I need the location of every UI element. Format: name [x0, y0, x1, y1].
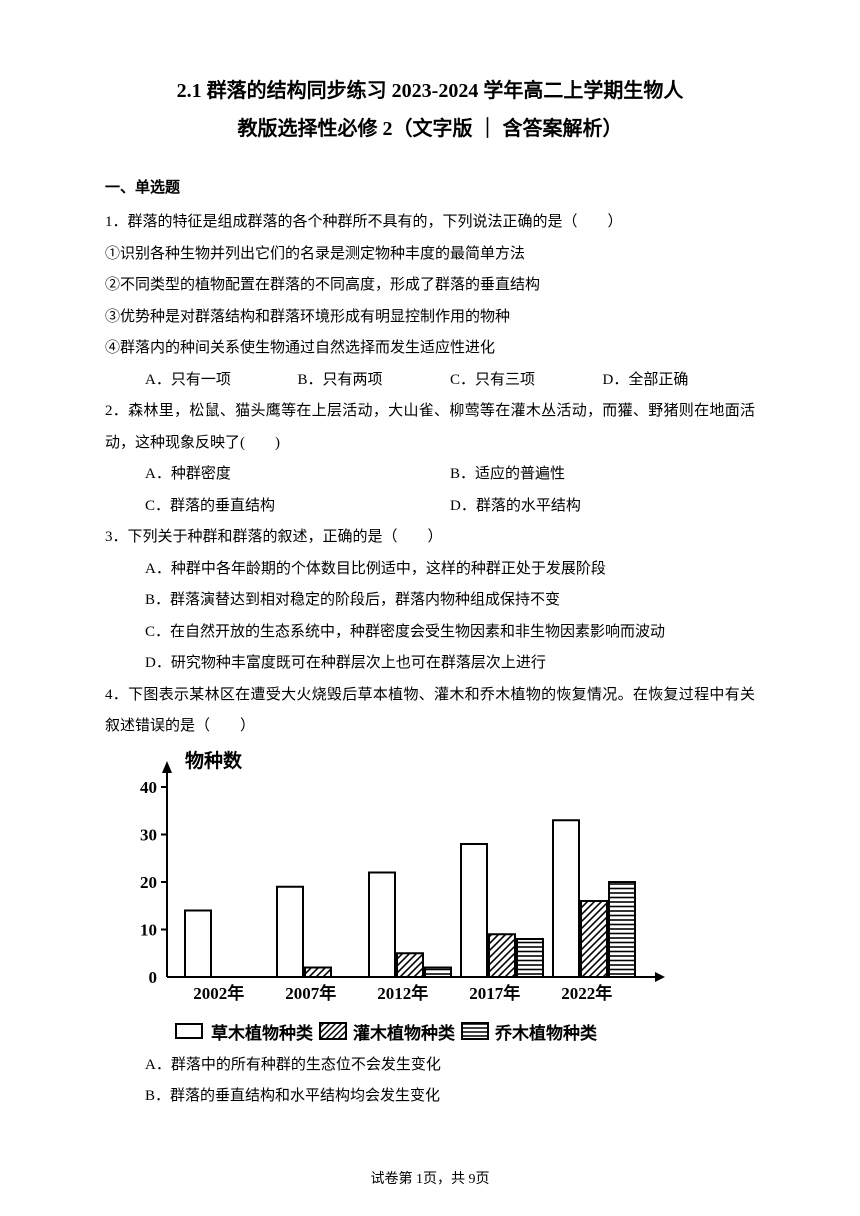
- q2-option-a: A．种群密度: [145, 459, 450, 491]
- q2-options-row2: C．群落的垂直结构 D．群落的水平结构: [105, 491, 755, 523]
- legend-swatch-horizontal: [461, 1022, 489, 1040]
- q4-option-a: A．群落中的所有种群的生态位不会发生变化: [145, 1050, 755, 1082]
- q1-option-c: C．只有三项: [450, 365, 603, 397]
- q2-stem: 2．森林里，松鼠、猫头鹰等在上层活动，大山雀、柳莺等在灌木丛活动，而獾、野猪则在…: [105, 396, 755, 459]
- svg-text:物种数: 物种数: [185, 749, 243, 772]
- svg-text:2022年: 2022年: [561, 983, 612, 1003]
- q1-option-d: D．全部正确: [603, 365, 756, 397]
- q2-option-c: C．群落的垂直结构: [145, 491, 450, 523]
- q1-sub2: ②不同类型的植物配置在群落的不同高度，形成了群落的垂直结构: [105, 270, 755, 302]
- section-heading: 一、单选题: [105, 176, 755, 197]
- svg-text:40: 40: [140, 778, 157, 797]
- legend-label-1: 草木植物种类: [211, 1019, 313, 1044]
- q4-chart: 0 10 20 30 40 物种数 2002年 2007年 2012年 2017年 2022年: [105, 747, 665, 1017]
- svg-text:30: 30: [140, 825, 157, 844]
- q1-option-b: B．只有两项: [298, 365, 451, 397]
- document-title: 2.1 群落的结构同步练习 2023-2024 学年高二上学期生物人 教版选择性…: [105, 72, 755, 148]
- q1-stem: 1．群落的特征是组成群落的各个种群所不具有的，下列说法正确的是（ ）: [105, 207, 755, 239]
- title-line-1: 2.1 群落的结构同步练习 2023-2024 学年高二上学期生物人: [105, 72, 755, 110]
- q3-option-a: A．种群中各年龄期的个体数目比例适中，这样的种群正处于发展阶段: [145, 554, 755, 586]
- svg-text:2007年: 2007年: [285, 983, 336, 1003]
- legend-swatch-blank: [175, 1023, 203, 1039]
- chart-legend: 草木植物种类 灌木植物种类 乔木植物种类: [105, 1019, 755, 1044]
- q3-options: A．种群中各年龄期的个体数目比例适中，这样的种群正处于发展阶段 B．群落演替达到…: [105, 554, 755, 680]
- svg-text:0: 0: [149, 968, 158, 987]
- q3-option-c: C．在自然开放的生态系统中，种群密度会受生物因素和非生物因素影响而波动: [145, 617, 755, 649]
- q4-stem: 4．下图表示某林区在遭受大火烧毁后草本植物、灌木和乔木植物的恢复情况。在恢复过程…: [105, 680, 755, 743]
- legend-label-3: 乔木植物种类: [495, 1019, 597, 1044]
- q3-stem: 3．下列关于种群和群落的叙述，正确的是（ ）: [105, 522, 755, 554]
- q2-options-row1: A．种群密度 B．适应的普遍性: [105, 459, 755, 491]
- legend-swatch-diagonal: [319, 1022, 347, 1040]
- svg-text:10: 10: [140, 920, 157, 939]
- q1-sub1: ①识别各种生物并列出它们的名录是测定物种丰度的最简单方法: [105, 239, 755, 271]
- svg-text:2012年: 2012年: [377, 983, 428, 1003]
- q1-sub3: ③优势种是对群落结构和群落环境形成有明显控制作用的物种: [105, 302, 755, 334]
- q3-option-d: D．研究物种丰富度既可在种群层次上也可在群落层次上进行: [145, 648, 755, 680]
- bar-chart-svg: 0 10 20 30 40 物种数 2002年 2007年 2012年 2017年 2022年: [105, 747, 665, 1017]
- q1-option-a: A．只有一项: [145, 365, 298, 397]
- q3-option-b: B．群落演替达到相对稳定的阶段后，群落内物种组成保持不变: [145, 585, 755, 617]
- svg-text:2002年: 2002年: [193, 983, 244, 1003]
- q4-option-b: B．群落的垂直结构和水平结构均会发生变化: [145, 1081, 755, 1113]
- q2-option-d: D．群落的水平结构: [450, 491, 755, 523]
- page-footer: 试卷第 1页，共 9页: [0, 1168, 860, 1188]
- svg-text:20: 20: [140, 873, 157, 892]
- q1-options: A．只有一项 B．只有两项 C．只有三项 D．全部正确: [105, 365, 755, 397]
- q1-sub4: ④群落内的种间关系使生物通过自然选择而发生适应性进化: [105, 333, 755, 365]
- svg-text:2017年: 2017年: [469, 983, 520, 1003]
- q4-options: A．群落中的所有种群的生态位不会发生变化 B．群落的垂直结构和水平结构均会发生变…: [105, 1050, 755, 1113]
- q2-option-b: B．适应的普遍性: [450, 459, 755, 491]
- legend-label-2: 灌木植物种类: [353, 1019, 455, 1044]
- title-line-2: 教版选择性必修 2（文字版 ｜ 含答案解析）: [105, 110, 755, 148]
